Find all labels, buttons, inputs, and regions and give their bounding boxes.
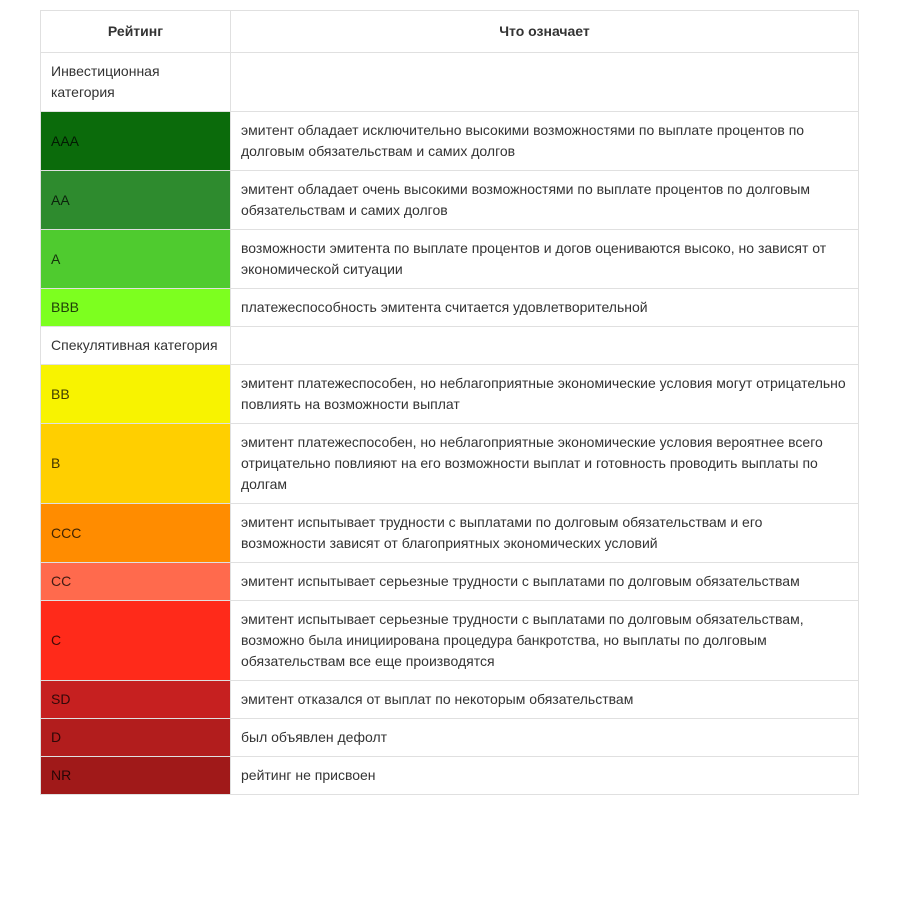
- rating-code: A: [41, 230, 231, 289]
- table-row: BBэмитент платежеспособен, но неблагопри…: [41, 365, 859, 424]
- table-row: Спекулятивная категория: [41, 327, 859, 365]
- rating-desc: платежеспособность эмитента считается уд…: [231, 289, 859, 327]
- category-desc: [231, 327, 859, 365]
- table-row: SDэмитент отказался от выплат по некотор…: [41, 681, 859, 719]
- table-row: Cэмитент испытывает серьезные трудности …: [41, 601, 859, 681]
- table-header-row: Рейтинг Что означает: [41, 11, 859, 53]
- rating-desc: эмитент обладает исключительно высокими …: [231, 112, 859, 171]
- table-row: Dбыл объявлен дефолт: [41, 719, 859, 757]
- rating-desc: эмитент испытывает трудности с выплатами…: [231, 504, 859, 563]
- category-label: Спекулятивная категория: [41, 327, 231, 365]
- rating-code: CC: [41, 563, 231, 601]
- category-label: Инвестиционная категория: [41, 53, 231, 112]
- rating-code: D: [41, 719, 231, 757]
- credit-ratings-table: Рейтинг Что означает Инвестиционная кате…: [40, 10, 859, 795]
- category-desc: [231, 53, 859, 112]
- rating-code: BB: [41, 365, 231, 424]
- rating-desc: эмитент обладает очень высокими возможно…: [231, 171, 859, 230]
- rating-desc: эмитент отказался от выплат по некоторым…: [231, 681, 859, 719]
- rating-desc: эмитент испытывает серьезные трудности с…: [231, 601, 859, 681]
- rating-desc: возможности эмитента по выплате проценто…: [231, 230, 859, 289]
- table-row: Aвозможности эмитента по выплате процент…: [41, 230, 859, 289]
- header-meaning: Что означает: [231, 11, 859, 53]
- rating-desc: рейтинг не присвоен: [231, 757, 859, 795]
- table-row: AAэмитент обладает очень высокими возмож…: [41, 171, 859, 230]
- rating-code: NR: [41, 757, 231, 795]
- table-body: Инвестиционная категорияAAAэмитент облад…: [41, 53, 859, 795]
- rating-code: B: [41, 424, 231, 504]
- table-row: Bэмитент платежеспособен, но неблагоприя…: [41, 424, 859, 504]
- rating-desc: эмитент платежеспособен, но неблагоприят…: [231, 424, 859, 504]
- table-row: AAAэмитент обладает исключительно высоки…: [41, 112, 859, 171]
- rating-code: SD: [41, 681, 231, 719]
- table-row: CCэмитент испытывает серьезные трудности…: [41, 563, 859, 601]
- rating-desc: эмитент испытывает серьезные трудности с…: [231, 563, 859, 601]
- table-row: CCCэмитент испытывает трудности с выплат…: [41, 504, 859, 563]
- rating-code: BBB: [41, 289, 231, 327]
- rating-desc: был объявлен дефолт: [231, 719, 859, 757]
- rating-desc: эмитент платежеспособен, но неблагоприят…: [231, 365, 859, 424]
- header-rating: Рейтинг: [41, 11, 231, 53]
- rating-code: AAA: [41, 112, 231, 171]
- rating-code: C: [41, 601, 231, 681]
- rating-code: CCC: [41, 504, 231, 563]
- table-row: Инвестиционная категория: [41, 53, 859, 112]
- rating-code: AA: [41, 171, 231, 230]
- table-row: BBBплатежеспособность эмитента считается…: [41, 289, 859, 327]
- table-row: NRрейтинг не присвоен: [41, 757, 859, 795]
